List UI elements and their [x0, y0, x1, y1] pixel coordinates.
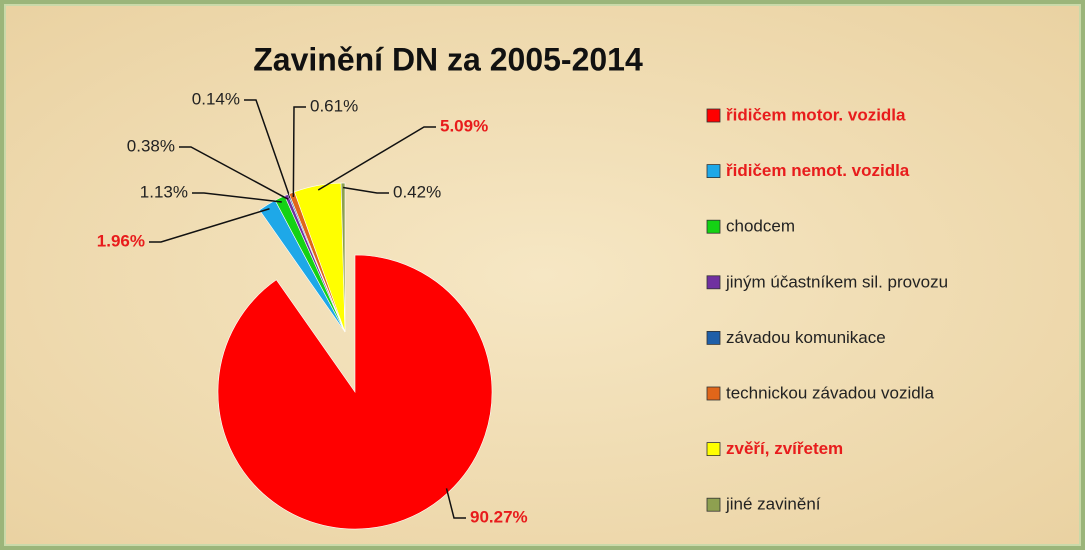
data-label: 0.14%: [192, 89, 240, 108]
legend-label: řidičem motor. vozidla: [726, 105, 906, 124]
legend-label: jiné zavinění: [725, 495, 821, 514]
data-label: 1.96%: [97, 231, 145, 250]
leader-line: [179, 146, 289, 200]
legend-swatch: [706, 330, 721, 345]
data-label: 1.13%: [140, 182, 188, 201]
legend-label: řidičem nemot. vozidla: [726, 161, 910, 180]
legend-swatch: [706, 275, 721, 290]
legend-swatch: [706, 108, 721, 123]
legend-label: jiným účastníkem sil. provozu: [725, 272, 948, 291]
data-label: 5.09%: [440, 116, 488, 135]
data-label: 0.61%: [310, 96, 358, 115]
legend-swatch: [706, 386, 721, 401]
background: [4, 4, 1081, 546]
leader-line: [342, 186, 389, 194]
legend-swatch: [706, 219, 721, 234]
legend-swatch: [706, 442, 721, 457]
legend-label: chodcem: [726, 217, 795, 236]
legend-label: technickou závadou vozidla: [726, 383, 934, 402]
data-label: 0.38%: [127, 136, 175, 155]
legend-swatch: [706, 497, 721, 512]
leader-line: [317, 126, 436, 191]
legend-label: zvěří, zvířetem: [726, 439, 843, 458]
pie-slice: [217, 254, 493, 530]
leader-line: [292, 106, 306, 198]
leader-line: [445, 488, 466, 519]
leader-line: [244, 99, 291, 199]
leader-line: [149, 208, 270, 243]
data-label: 90.27%: [470, 507, 528, 526]
legend-swatch: [706, 164, 721, 179]
legend-label: závadou komunikace: [726, 328, 886, 347]
data-label: 0.42%: [393, 182, 441, 201]
pie-slice: [340, 182, 346, 333]
chart-title: Zavinění DN za 2005-2014: [253, 41, 643, 77]
leader-line: [192, 192, 282, 203]
